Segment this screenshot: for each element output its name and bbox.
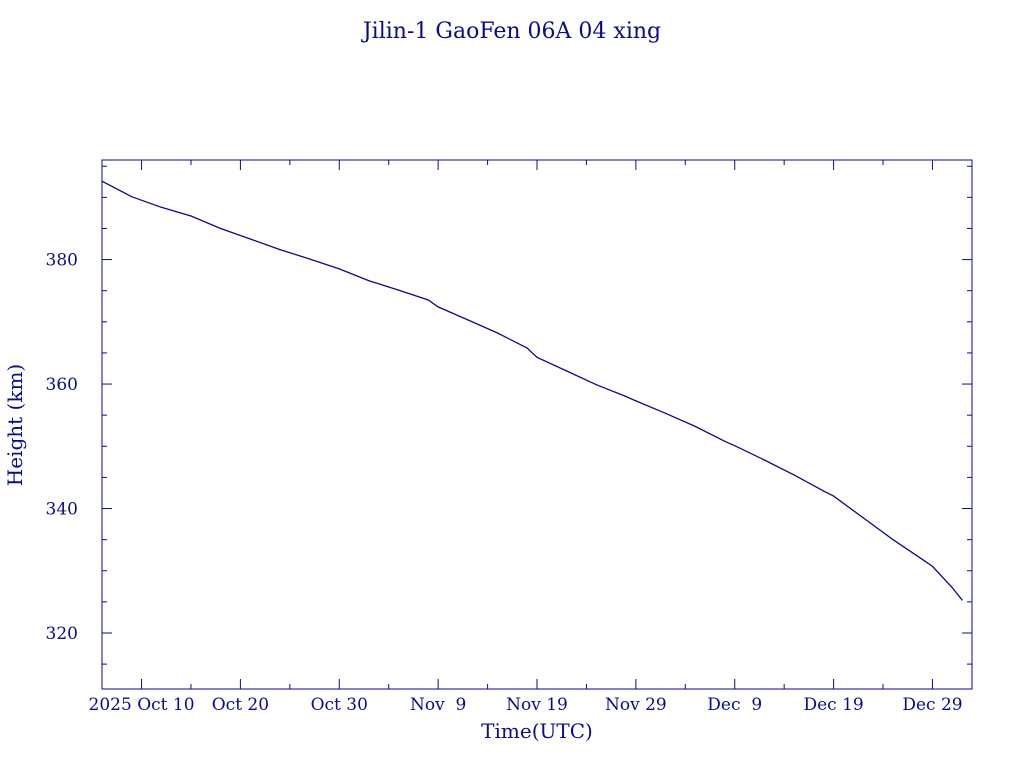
- height-data-point: [595, 384, 597, 386]
- height-data-point: [566, 370, 568, 372]
- height-data-point: [625, 395, 627, 398]
- height-data-point: [190, 215, 192, 217]
- height-series-line: [101, 180, 963, 601]
- x-tick-label: Nov 29: [605, 695, 667, 715]
- y-tick-label: 340: [46, 500, 78, 520]
- x-tick-label: Dec 9: [707, 695, 762, 715]
- height-data-point: [892, 539, 894, 541]
- height-data-point: [921, 558, 924, 561]
- series-group: [101, 180, 963, 601]
- height-data-point: [437, 306, 439, 308]
- y-axis-label: Height (km): [3, 364, 27, 486]
- height-data-point: [526, 347, 528, 349]
- x-axis-label: Time(UTC): [481, 719, 593, 743]
- height-data-point: [397, 289, 400, 291]
- height-data-point: [832, 495, 835, 497]
- axis-ticks: 2025 Oct 10 Oct 20 Oct 30 Nov 9 Nov 19 Nov 29…: [46, 160, 972, 715]
- height-data-point: [467, 319, 469, 321]
- y-tick-label: 320: [46, 624, 78, 644]
- height-data-point: [249, 238, 251, 240]
- height-data-point: [101, 180, 103, 182]
- height-data-point: [664, 412, 667, 414]
- height-data-point: [793, 474, 795, 476]
- height-data-point: [724, 440, 726, 442]
- plot-frame: [101, 159, 973, 690]
- height-data-point: [220, 227, 222, 230]
- height-data-point: [368, 280, 370, 282]
- height-data-point: [338, 268, 340, 270]
- height-data-point: [279, 249, 281, 251]
- height-data-point: [536, 356, 538, 358]
- x-tick-label: Nov 19: [506, 695, 568, 715]
- height-data-point: [309, 258, 311, 260]
- x-tick-label: Oct 30: [311, 695, 368, 715]
- height-data-point: [931, 565, 934, 567]
- height-data-point: [763, 459, 765, 461]
- height-data-point: [496, 332, 499, 334]
- height-data-point: [961, 599, 963, 601]
- height-data-point: [160, 206, 162, 208]
- height-data-point: [823, 490, 825, 492]
- x-tick-label: 2025 Oct 10: [89, 695, 195, 715]
- x-tick-label: Nov 9: [410, 695, 466, 715]
- y-tick-label: 360: [46, 375, 78, 395]
- y-tick-label: 380: [46, 251, 78, 271]
- chart-title: Jilin-1 GaoFen 06A 04 xing: [361, 19, 661, 44]
- height-data-point: [131, 196, 133, 198]
- x-tick-label: Dec 19: [803, 695, 863, 715]
- height-data-point: [635, 400, 637, 402]
- height-data-point: [734, 445, 736, 447]
- x-tick-label: Oct 20: [212, 695, 269, 715]
- height-data-point: [427, 299, 429, 301]
- x-tick-label: Dec 29: [902, 695, 962, 715]
- height-data-point: [694, 425, 696, 427]
- height-data-point: [951, 586, 953, 589]
- height-data-point: [862, 517, 864, 519]
